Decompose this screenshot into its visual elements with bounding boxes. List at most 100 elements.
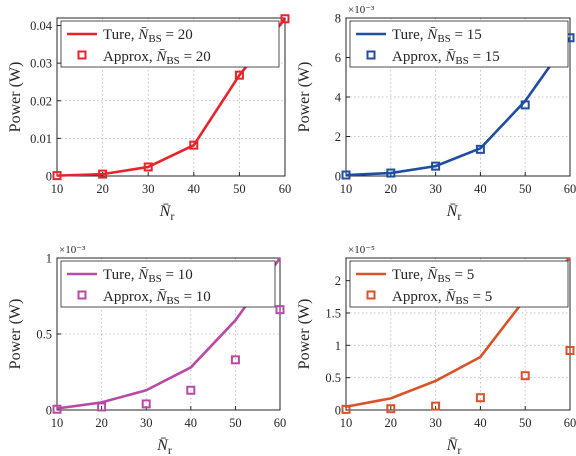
marker-point — [341, 170, 351, 180]
marker-point — [475, 144, 485, 154]
legend-marker-swatch — [77, 290, 87, 300]
x-tick-label: 30 — [140, 416, 153, 430]
x-tick-label: 30 — [142, 182, 155, 196]
x-axis-label: N̄r — [159, 203, 175, 223]
x-tick-label: 10 — [340, 182, 353, 196]
plot-area — [52, 257, 285, 414]
legend: Ture, N̄BS = 20 Approx, N̄BS = 20 — [60, 20, 280, 68]
marker-point — [189, 140, 199, 150]
legend-marker-swatch — [366, 50, 376, 60]
y-tick-label: 6 — [335, 51, 341, 65]
y-tick-label: 0.02 — [30, 94, 52, 108]
legend-marker-swatch — [366, 290, 376, 300]
legend-box — [60, 260, 276, 308]
plot-area — [341, 33, 575, 180]
subplot-p3: 10 20 30 40 50 60 0 0.5 1 ×10⁻³ Power (W) N̄r Ture, … — [7, 244, 286, 456]
legend: Ture, N̄BS = 15 Approx, N̄BS = 15 — [349, 20, 569, 68]
x-tick-label: 30 — [429, 416, 442, 430]
y-tick-label: 0 — [335, 170, 341, 184]
legend-label: Ture, N̄BS = 5 — [392, 267, 474, 285]
y-tick-label: 2 — [335, 274, 341, 288]
x-tick-label: 50 — [519, 182, 532, 196]
subplot-p4: 10 20 30 40 50 60 0 0.5 1 1.5 2 ×10⁻⁵ Power (W) N̄r Tu… — [296, 244, 576, 456]
x-tick-label: 20 — [385, 182, 398, 196]
series-line — [56, 257, 282, 410]
x-tick-label: 40 — [185, 416, 198, 430]
marker-point — [52, 404, 62, 414]
legend-label: Ture, N̄BS = 10 — [103, 267, 193, 285]
x-tick-label: 60 — [279, 182, 292, 196]
y-tick-label: 0.5 — [325, 371, 341, 385]
y-tick-label: 0.04 — [30, 19, 53, 33]
exponent-label: ×10⁻³ — [59, 244, 86, 256]
marker-point — [234, 70, 244, 80]
x-tick-label: 50 — [519, 416, 532, 430]
y-tick-label: 0.01 — [30, 132, 52, 146]
marker-point — [431, 161, 441, 171]
marker-point — [52, 171, 62, 181]
legend-label: Approx, N̄BS = 20 — [103, 49, 211, 67]
marker-point — [275, 305, 285, 315]
y-tick-label: 0.5 — [36, 328, 52, 342]
x-tick-label: 60 — [564, 416, 576, 430]
y-tick-label: 4 — [335, 91, 342, 105]
marker-point — [230, 355, 240, 365]
marker-point — [280, 14, 290, 24]
y-tick-label: 1.5 — [325, 306, 341, 320]
x-axis-label: N̄r — [446, 437, 462, 456]
y-axis-label: Power (W) — [7, 62, 24, 133]
marker-point — [565, 345, 575, 355]
y-axis-label: Power (W) — [296, 62, 313, 133]
legend-label: Ture, N̄BS = 20 — [103, 27, 193, 45]
y-tick-label: 0 — [335, 404, 341, 418]
x-axis-label: N̄r — [446, 203, 462, 223]
legend: Ture, N̄BS = 10 Approx, N̄BS = 10 — [60, 260, 276, 308]
x-tick-label: 60 — [274, 416, 287, 430]
x-tick-label: 10 — [51, 182, 64, 196]
y-tick-label: 1 — [46, 252, 52, 266]
marker-point — [520, 371, 530, 381]
x-tick-label: 40 — [188, 182, 201, 196]
legend-label: Approx, N̄BS = 15 — [392, 49, 500, 67]
x-tick-label: 10 — [340, 416, 353, 430]
legend: Ture, N̄BS = 5 Approx, N̄BS = 5 — [349, 260, 569, 308]
legend-marker-swatch — [77, 50, 87, 60]
axes-frame — [56, 17, 286, 177]
x-tick-label: 50 — [229, 416, 242, 430]
y-tick-label: 2 — [335, 130, 341, 144]
marker-point — [475, 393, 485, 403]
axes-frame — [345, 257, 571, 411]
legend-label: Ture, N̄BS = 15 — [392, 27, 482, 45]
y-tick-label: 8 — [335, 12, 341, 26]
marker-point — [141, 399, 151, 409]
x-tick-label: 50 — [233, 182, 246, 196]
subplot-p1: 10 20 30 40 50 60 0 0.01 0.02 0.03 0.04 Power (W) N̄… — [7, 14, 292, 223]
marker-point — [520, 100, 530, 110]
y-tick-label: 0 — [46, 404, 52, 418]
legend-label: Approx, N̄BS = 10 — [103, 289, 211, 307]
y-axis-label: Power (W) — [7, 299, 24, 370]
marker-point — [386, 168, 396, 178]
x-tick-label: 40 — [474, 182, 487, 196]
series-line — [345, 36, 572, 177]
legend-box — [349, 20, 569, 68]
marker-point — [143, 162, 153, 172]
marker-point — [386, 404, 396, 414]
x-tick-label: 20 — [96, 182, 109, 196]
marker-point — [186, 385, 196, 395]
legend-box — [60, 20, 280, 68]
marker-point — [431, 401, 441, 411]
x-tick-label: 20 — [385, 416, 398, 430]
marker-point — [98, 169, 108, 179]
y-axis-label: Power (W) — [296, 299, 313, 370]
x-tick-label: 30 — [429, 182, 442, 196]
exponent-label: ×10⁻³ — [348, 4, 375, 16]
y-tick-label: 0 — [46, 170, 52, 184]
x-tick-label: 40 — [474, 416, 487, 430]
y-tick-label: 0.03 — [30, 57, 52, 71]
marker-point — [97, 402, 107, 412]
exponent-label: ×10⁻⁵ — [348, 244, 375, 256]
legend-box — [349, 260, 569, 308]
x-tick-label: 10 — [51, 416, 64, 430]
